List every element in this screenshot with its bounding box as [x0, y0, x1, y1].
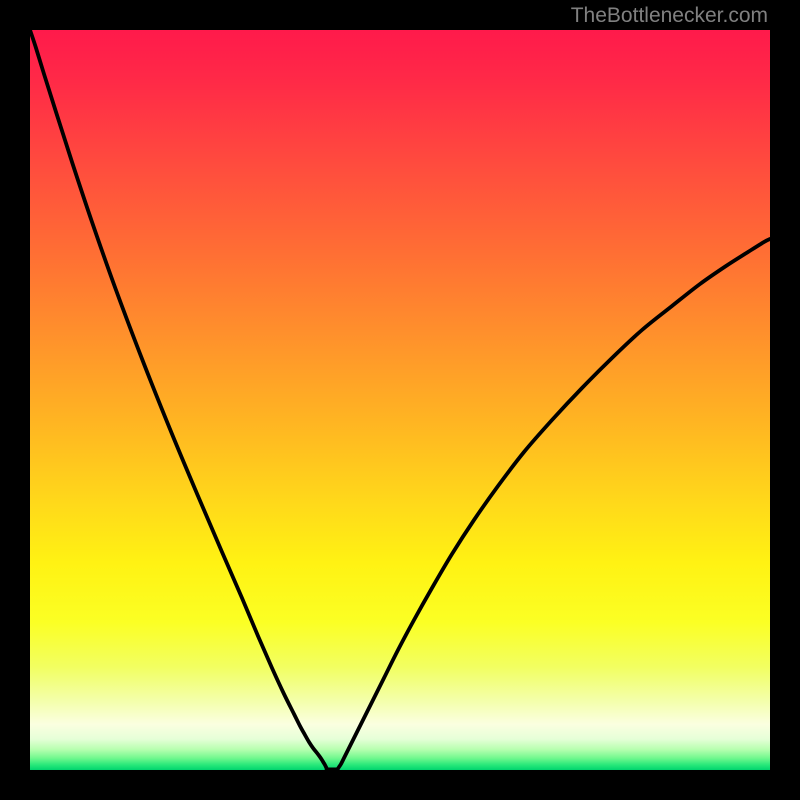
gradient-background	[30, 30, 770, 770]
chart-frame	[30, 30, 770, 770]
watermark-text: TheBottlenecker.com	[571, 4, 768, 28]
chart-svg	[30, 30, 770, 770]
